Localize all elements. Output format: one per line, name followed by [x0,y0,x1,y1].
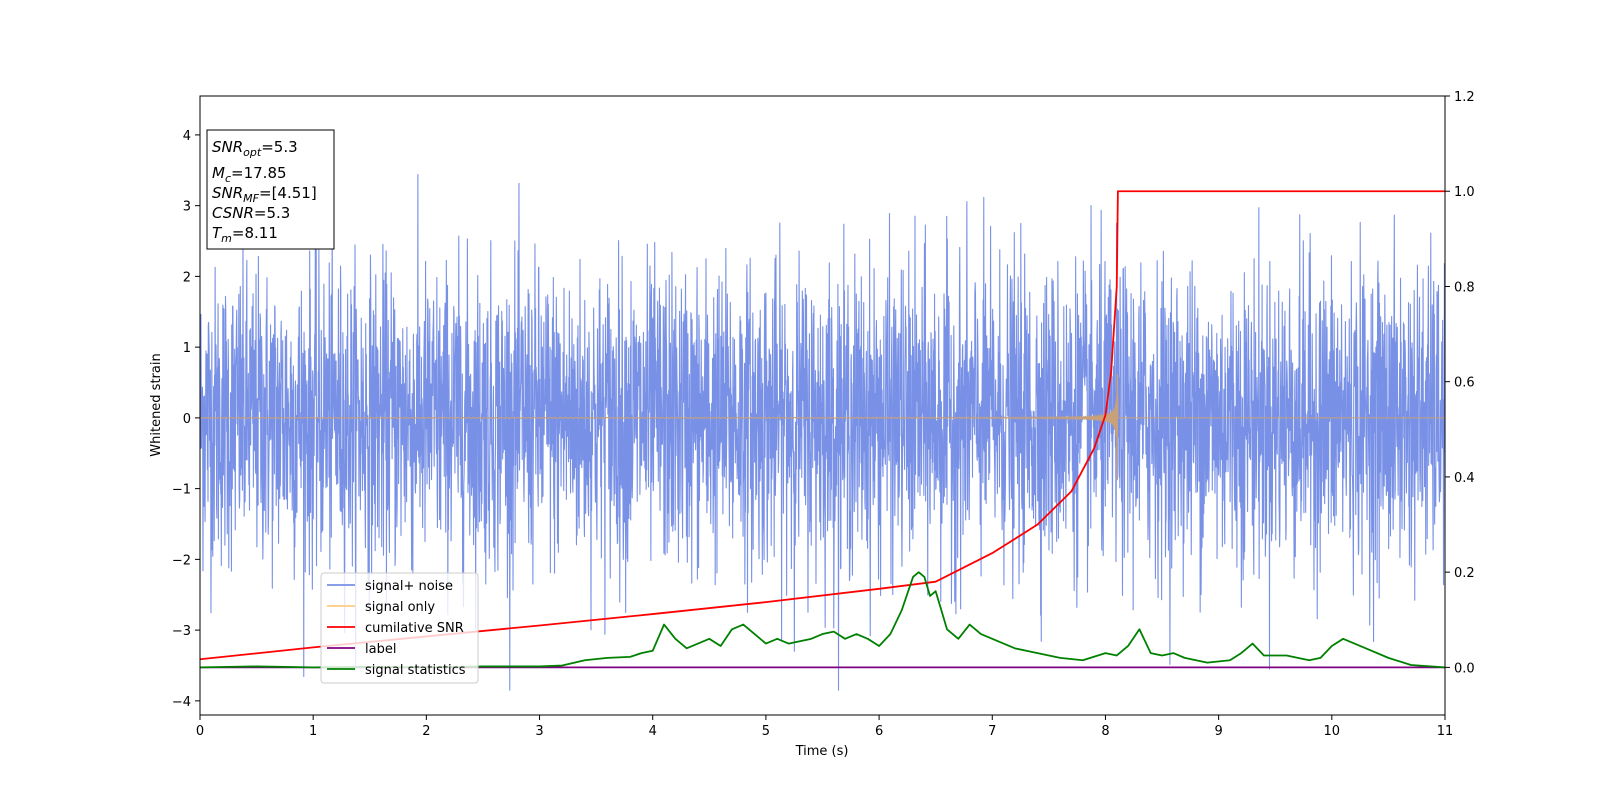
x-tick-label: 0 [196,724,204,739]
x-tick-label: 4 [649,724,657,739]
x-tick-label: 3 [535,724,543,739]
y-tick-label: 0 [183,412,191,427]
plot-frame [199,95,1446,716]
x-axis: 0 1 2 3 4 5 6 7 8 9 10 11 [196,715,1453,739]
legend-label: label [365,642,396,657]
x-tick-label: 10 [1324,724,1341,739]
y-tick-label: 3 [183,200,191,215]
info-line: SNRMF=[4.51] [212,184,317,205]
y2-axis: 0.0 0.2 0.4 0.6 0.8 1.0 1.2 [1445,90,1475,676]
series-line-cumilative-snr [200,190,1445,661]
y-tick-label: −1 [172,483,191,498]
legend-label: signal+ noise [365,579,453,594]
y-tick-label: 2 [183,270,191,285]
x-tick-label: 1 [309,724,317,739]
x-tick-label: 7 [988,724,996,739]
legend-label: signal statistics [365,663,466,678]
y-axis-label: Whitened strain [149,353,164,456]
x-tick-label: 8 [1101,724,1109,739]
y-tick-label: −4 [172,695,191,710]
series-line-signal-statistics [200,571,1445,669]
x-tick-label: 11 [1437,724,1454,739]
info-box-frame [206,129,335,250]
y2-tick-label: 0.2 [1454,566,1475,581]
info-line: Tm=8.11 [212,224,278,245]
x-tick-label: 2 [422,724,430,739]
x-tick-label: 6 [875,724,883,739]
legend-frame [320,572,479,684]
series-line-signal-noise [200,174,1445,691]
series-line-signal-only [200,374,1445,481]
y-axis: −4 −3 −2 −1 0 1 2 3 4 [172,129,200,710]
y-tick-label: 4 [183,129,191,144]
info-line: Mc=17.85 [212,164,287,185]
legend: signal+ noise signal only cumilative SNR la… [320,572,479,684]
y2-tick-label: 0.8 [1454,280,1475,295]
legend-label: signal only [365,600,435,615]
y2-tick-label: 0.0 [1454,661,1475,676]
x-axis-label: Time (s) [795,744,849,759]
x-tick-label: 9 [1214,724,1222,739]
y-tick-label: −2 [172,553,191,568]
info-line: CSNR=5.3 [212,204,290,222]
legend-label: cumilative SNR [365,621,464,636]
y2-tick-label: 0.4 [1454,471,1475,486]
y-tick-label: 1 [183,341,191,356]
y2-tick-label: 1.2 [1454,90,1475,105]
y2-tick-label: 0.6 [1454,376,1475,391]
info-line: SNRopt=5.3 [212,138,298,159]
y-tick-label: −3 [172,624,191,639]
y2-tick-label: 1.0 [1454,185,1475,200]
x-tick-label: 5 [762,724,770,739]
